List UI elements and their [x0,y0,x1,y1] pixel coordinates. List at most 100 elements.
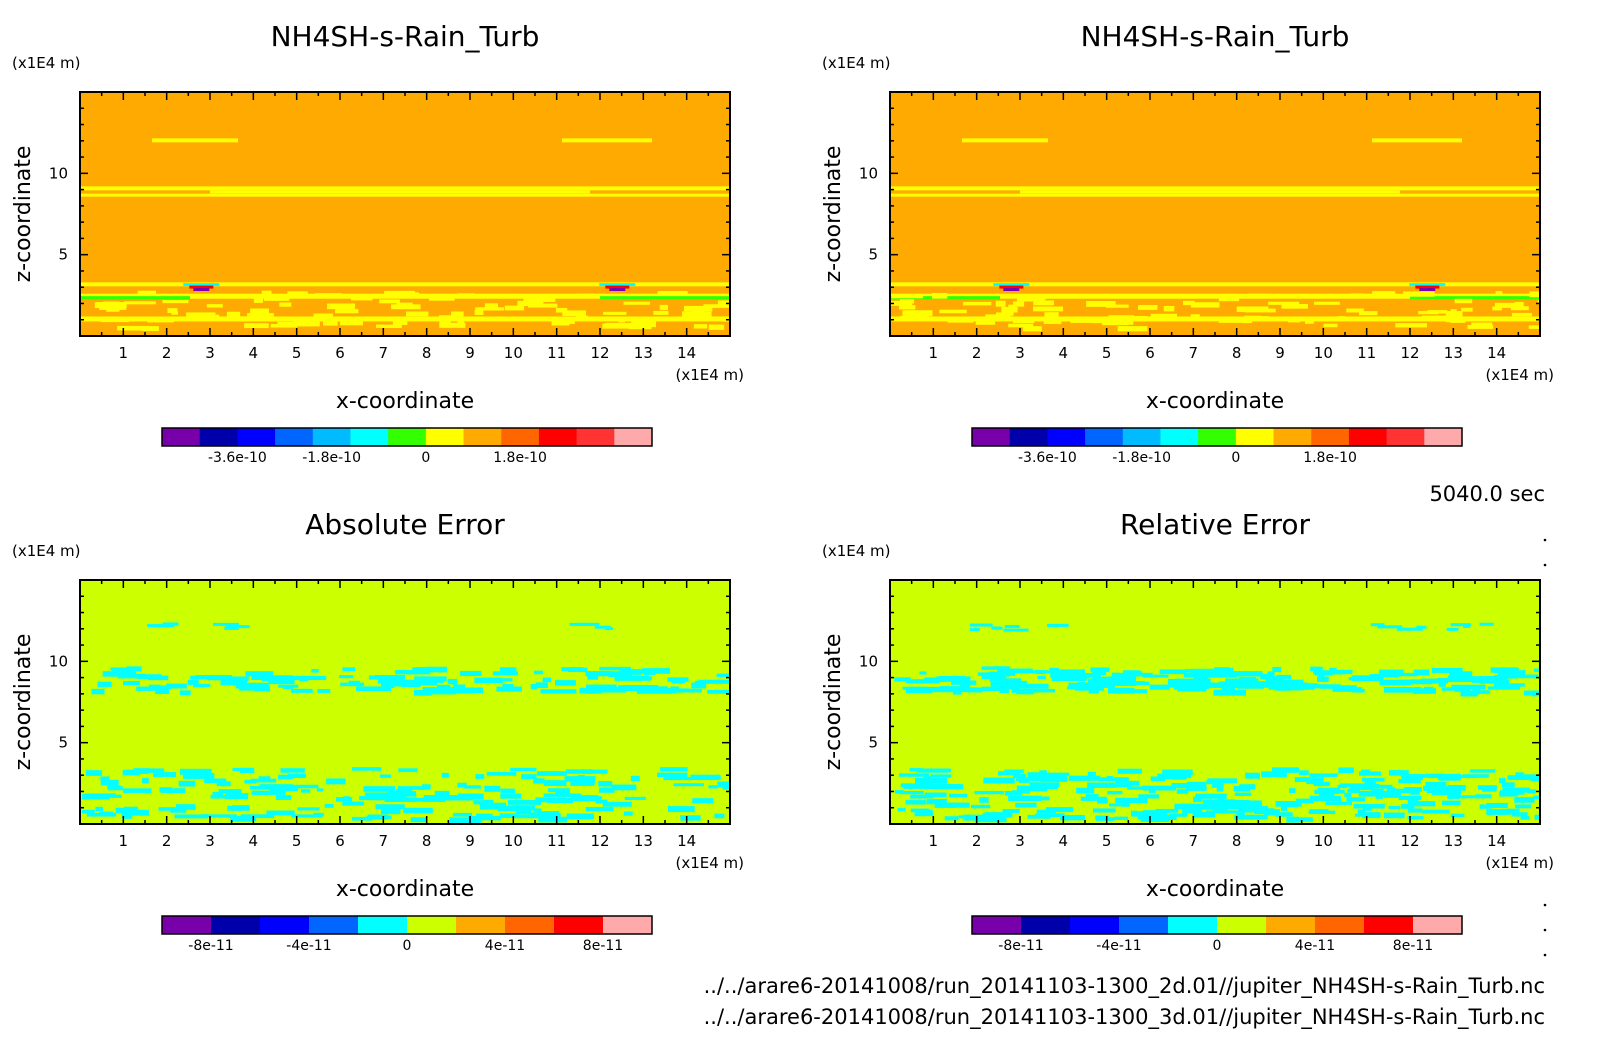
x-tick-label: 7 [1189,344,1199,362]
heatmap-patch [1159,774,1183,779]
heatmap-patch [1076,787,1095,794]
heatmap-patch [1396,627,1423,631]
heatmap-patch [1088,689,1100,694]
x-tick-label: 14 [1487,344,1506,362]
heatmap-patch [1475,794,1492,799]
heatmap-patch [1186,781,1207,787]
heatmap-patch [990,681,1016,688]
heatmap-patch [1164,814,1177,821]
heatmap-patch [535,682,548,689]
colorbar-label: 0 [403,938,412,954]
heatmap-patch [136,686,168,691]
heatmap-patch [1510,306,1529,311]
heatmap-patch [1471,322,1493,329]
heatmap-patch [1036,809,1056,814]
colorbar-swatch [350,428,389,446]
heatmap-patch [940,802,970,808]
heatmap-patch [253,297,264,303]
x-tick-label: 5 [292,344,302,362]
heatmap-patch [1016,785,1048,792]
heatmap-patch [1447,784,1466,791]
chart-title: NH4SH-s-Rain_Turb [271,20,540,53]
heatmap-patch [611,784,637,791]
heatmap-patch [147,318,174,323]
heatmap-patch [212,791,224,797]
heatmap-patch [296,321,320,327]
heatmap-patch [95,806,103,812]
heatmap-patch [1202,799,1236,804]
heatmap-patch [1515,804,1531,809]
heatmap-patch [1296,684,1323,689]
heatmap-patch [1245,772,1260,779]
heatmap-patch [287,773,307,778]
colorbar-swatch [972,428,1011,446]
y-axis-label: z-coordinate [11,146,36,283]
colorbar-label: -4e-11 [286,938,331,954]
heatmap-patch [240,814,275,819]
x-tick-label: 14 [1487,832,1506,850]
heatmap-patch [1350,293,1365,298]
heatmap-patch [1260,673,1274,680]
heatmap-patch [476,813,493,818]
heatmap-patch [1030,670,1064,674]
heatmap-patch [624,796,646,801]
colorbar-swatch [1386,428,1425,446]
heatmap-patch [1130,810,1138,817]
heatmap-patch [375,804,405,810]
heatmap-patch [439,322,466,328]
heatmap-patch [450,679,458,685]
heatmap-patch [453,684,466,689]
heatmap-patch [1190,302,1220,308]
heatmap-patch [947,319,974,323]
heatmap-patch [1207,778,1237,784]
heatmap-patch [1185,669,1204,673]
heatmap-patch [1122,802,1130,807]
x-tick-label: 6 [1145,832,1155,850]
heatmap-patch [100,318,130,323]
colorbar-swatch [309,916,359,934]
x-tick-label: 7 [379,832,389,850]
heatmap-patch [1031,773,1066,777]
heatmap-patch [1001,306,1018,313]
heatmap-patch [1427,310,1448,314]
heatmap-patch [201,814,208,819]
heatmap-patch [1276,674,1292,679]
x-tick-label: 12 [590,344,609,362]
heatmap-patch [179,690,191,696]
colorbar-label: -3.6e-10 [1018,450,1077,466]
heatmap-patch [414,679,444,683]
heatmap-band [890,186,1540,191]
heatmap-patch [1383,792,1402,798]
heatmap-patch [1449,795,1482,799]
heatmap-patch [1251,681,1274,687]
heatmap-patch [485,678,513,682]
x-tick-label: 8 [1232,344,1242,362]
margin-dot [1543,953,1547,957]
colorbar-swatch [1160,428,1199,446]
heatmap-patch [1280,805,1288,811]
heatmap-patch [1068,682,1097,689]
heatmap-patch [1057,669,1086,675]
heatmap-patch [1423,686,1434,693]
heatmap-patch [915,777,948,784]
colorbar-label: -1.8e-10 [302,450,361,466]
time-label: 5040.0 sec [1429,482,1545,506]
heatmap-patch [1051,676,1087,682]
heatmap-patch [1511,812,1528,817]
heatmap-patch [1218,296,1240,302]
heatmap-patch [1408,808,1423,813]
colorbar-swatch [505,916,555,934]
heatmap-patch [1319,684,1341,689]
heatmap-patch [342,667,355,672]
heatmap-patch [1268,685,1284,690]
colorbar-swatch [614,428,653,446]
heatmap-patch [1183,672,1207,678]
heatmap-patch [412,667,419,673]
heatmap-patch [1148,787,1156,793]
heatmap-patch [905,800,927,805]
heatmap-patch [999,688,1009,694]
heatmap-patch [1400,774,1429,778]
heatmap-patch [576,622,600,626]
heatmap-patch [1522,674,1539,679]
